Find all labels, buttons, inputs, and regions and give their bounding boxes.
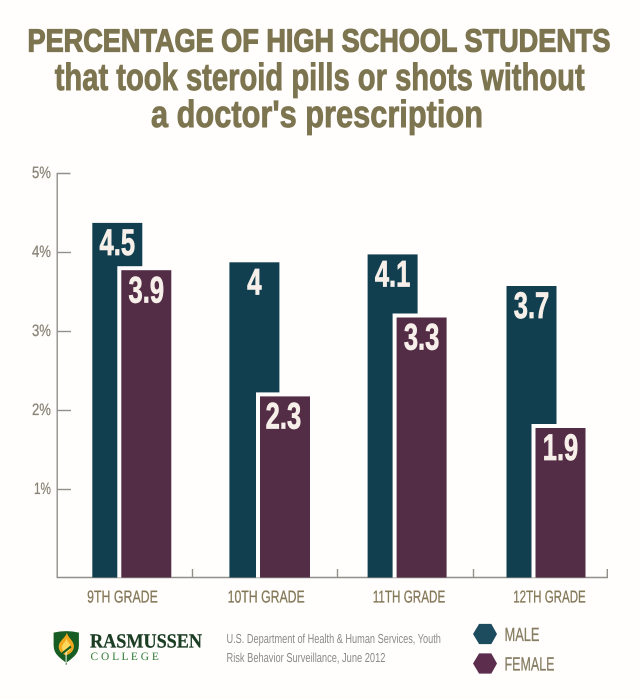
svg-text:RASMUSSEN: RASMUSSEN: [90, 631, 203, 653]
svg-text:MALE: MALE: [505, 625, 540, 646]
svg-text:4%: 4%: [32, 243, 51, 261]
svg-text:1.9: 1.9: [543, 427, 579, 468]
svg-text:12TH GRADE: 12TH GRADE: [513, 586, 586, 606]
svg-text:9TH GRADE: 9TH GRADE: [87, 586, 158, 606]
svg-text:2%: 2%: [32, 401, 51, 419]
svg-text:11TH GRADE: 11TH GRADE: [373, 586, 446, 606]
svg-text:3.7: 3.7: [514, 285, 550, 326]
svg-text:U.S. Department of Health & Hu: U.S. Department of Health & Human Servic…: [227, 631, 441, 646]
svg-text:4.5: 4.5: [100, 222, 136, 263]
svg-text:3.3: 3.3: [404, 317, 440, 358]
svg-text:2.3: 2.3: [266, 396, 302, 437]
svg-text:a doctor's prescription: a doctor's prescription: [151, 94, 483, 136]
svg-text:5%: 5%: [32, 164, 51, 182]
svg-text:that took steroid pills or sho: that took steroid pills or shots without: [55, 57, 585, 99]
svg-text:1%: 1%: [34, 480, 51, 498]
svg-text:3%: 3%: [32, 322, 51, 340]
svg-text:PERCENTAGE OF HIGH SCHOOL STUD: PERCENTAGE OF HIGH SCHOOL STUDENTS: [28, 23, 611, 59]
svg-text:C O L L E G E: C O L L E G E: [91, 651, 159, 663]
svg-text:Risk Behavior Surveillance, Ju: Risk Behavior Surveillance, June 2012: [227, 650, 386, 665]
svg-text:10TH GRADE: 10TH GRADE: [228, 586, 305, 606]
svg-text:FEMALE: FEMALE: [505, 655, 555, 676]
svg-text:4.1: 4.1: [375, 254, 411, 295]
svg-text:4: 4: [247, 261, 262, 302]
svg-text:3.9: 3.9: [129, 269, 165, 310]
